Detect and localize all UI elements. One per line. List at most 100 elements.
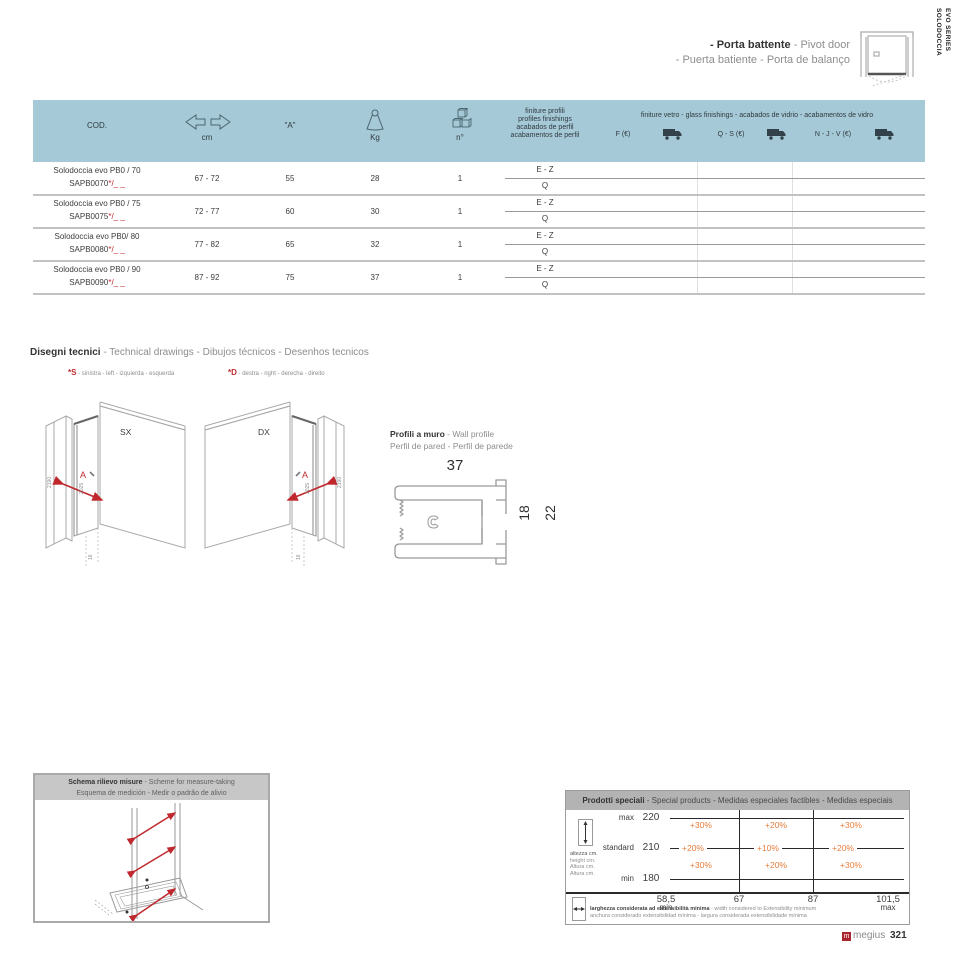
legend-right: *D - destra - right - derecha - direito — [228, 368, 325, 377]
col-a-label: "A" — [284, 121, 296, 130]
row-max-value: 220 — [642, 812, 660, 823]
cm-range: 77 - 82 — [194, 240, 220, 249]
cm-range: 87 - 92 — [194, 273, 220, 282]
packages-value: 1 — [457, 273, 463, 282]
pct-cell: +10% — [754, 843, 782, 853]
profile-finish-bottom: Q — [541, 181, 549, 190]
pct-cell: +20% — [765, 820, 787, 830]
spec-table: COD. cm "A" Kg — [33, 100, 925, 295]
profile-dim-18: 18 — [515, 505, 532, 521]
pct-cell: +30% — [840, 860, 862, 870]
series-name: SOLODOCCIA — [935, 8, 942, 57]
wall-profile-subtitle: Perfil de pared - Perfil de parede — [390, 441, 513, 451]
kg-value: 37 — [370, 273, 380, 282]
row-standard-value: 210 — [642, 842, 660, 853]
profile-finish-bottom: Q — [541, 280, 549, 289]
dx-a-dim: A — [302, 470, 308, 480]
col-cod-label: COD. — [87, 121, 107, 130]
dx-bottom-dim: 16 — [296, 554, 302, 560]
profile-finish-top: E - Z — [536, 198, 554, 207]
pct-cell: +30% — [690, 860, 712, 870]
product-code: SAPB0080*/_ _ — [69, 245, 125, 254]
kg-value: 32 — [370, 240, 380, 249]
special-products-header: Prodotti speciali - Special products - M… — [566, 791, 909, 810]
a-value: 65 — [285, 240, 295, 249]
pct-cell: +30% — [690, 820, 712, 830]
truck-icon — [767, 129, 786, 140]
row-separator — [33, 194, 925, 196]
col-f-label: F (€) — [615, 131, 631, 138]
subrow-divider — [505, 244, 925, 245]
megius-logo-icon: m — [842, 932, 851, 941]
sx-bottom-dim: 16 — [88, 554, 94, 560]
subrow-divider — [505, 211, 925, 212]
product-name: Solodoccia evo PB0 / 70 — [53, 166, 141, 175]
a-value: 55 — [285, 174, 295, 183]
product-type-subtitle: - Puerta batiente - Porta de balanço — [675, 54, 850, 66]
col-njv-label: N - J - V (€) — [814, 131, 852, 138]
sx-label: SX — [120, 427, 132, 437]
x-label-87: 87 — [807, 894, 819, 905]
sx-height-dim: 2190 — [47, 477, 53, 488]
spec-table-header: COD. cm "A" Kg — [33, 100, 925, 162]
pct-cell: +30% — [840, 820, 862, 830]
weight-icon — [366, 109, 384, 131]
sx-glass-dim: 2025 — [79, 483, 85, 494]
profile-dim-37: 37 — [446, 457, 464, 474]
technical-drawings-heading: Disegni tecnici - Technical drawings - D… — [30, 347, 369, 358]
height-arrow-icon — [578, 819, 593, 846]
product-name: Solodoccia evo PB0 / 90 — [53, 265, 141, 274]
line-87 — [813, 810, 814, 893]
row-min-label: min — [621, 874, 634, 883]
profile-finish-bottom: Q — [541, 247, 549, 256]
measure-scheme-drawing — [94, 803, 204, 921]
dx-drawing — [204, 401, 345, 566]
col-cm-label: cm — [201, 133, 213, 142]
packages-icon — [452, 108, 472, 128]
a-value: 75 — [285, 273, 295, 282]
subrow-divider — [505, 277, 925, 278]
pct-cell: +20% — [829, 843, 857, 853]
isometric-drawings: SX A 2190 2025 16 DX A 2190 2025 16 — [45, 401, 345, 566]
x-min-label: min — [659, 903, 673, 912]
profile-dim-22: 22 — [541, 505, 558, 521]
col-kg-label: Kg — [370, 133, 380, 142]
product-name: Solodoccia evo PB0 / 75 — [53, 199, 141, 208]
sx-drawing — [45, 401, 186, 566]
table-row: Solodoccia evo PB0 / 90 SAPB0090*/_ _ 87… — [33, 261, 925, 294]
line-220 — [670, 818, 904, 819]
pct-cell: +20% — [679, 843, 707, 853]
cm-range: 67 - 72 — [194, 174, 220, 183]
width-arrows-icon — [185, 114, 231, 130]
measure-scheme-box: Schema rilievo misure - Scheme for measu… — [33, 773, 270, 923]
product-name: Solodoccia evo PB0/ 80 — [54, 232, 140, 241]
truck-icon — [875, 129, 894, 140]
measure-scheme-subtitle: Esquema de medición - Medir o padrão de … — [76, 790, 227, 797]
dx-label: DX — [258, 427, 270, 437]
a-value: 60 — [285, 207, 295, 216]
line-210 — [670, 848, 904, 849]
product-code: SAPB0075*/_ _ — [69, 212, 125, 221]
row-separator — [33, 260, 925, 262]
product-code: SAPB0070*/_ _ — [69, 179, 125, 188]
row-separator — [33, 227, 925, 229]
wall-profile-heading: Profili a muro - Wall profile Perfil de … — [390, 429, 513, 451]
table-row: Solodoccia evo PB0 / 75 SAPB0075*/_ _ 72… — [33, 195, 925, 228]
glass-finishes-header: finiture vetro - glass finishings - acab… — [640, 112, 874, 119]
measure-scheme-header: Schema rilievo misure - Scheme for measu… — [35, 775, 268, 800]
profile-finish-bottom: Q — [541, 214, 549, 223]
col-n-label: n° — [456, 133, 464, 142]
col-qs-label: Q - S (€) — [717, 131, 745, 138]
axis-separator — [566, 892, 909, 894]
pct-cell: +20% — [765, 860, 787, 870]
series-tab: SOLODOCCIA EVO SERIES — [934, 8, 952, 56]
table-row: Solodoccia evo PB0/ 80 SAPB0080*/_ _ 77 … — [33, 228, 925, 261]
packages-value: 1 — [457, 207, 463, 216]
packages-value: 1 — [457, 174, 463, 183]
width-note: larghezza considerata ad estensibilità m… — [590, 906, 817, 919]
product-type-title: - Porta battente - Pivot door — [710, 39, 850, 51]
table-row: Solodoccia evo PB0 / 70 SAPB0070*/_ _ 67… — [33, 162, 925, 195]
dx-height-dim: 2190 — [337, 477, 343, 488]
legend-left: *S - sinistra - left - izquierda - esque… — [68, 368, 175, 377]
profile-finish-top: E - Z — [536, 264, 554, 273]
